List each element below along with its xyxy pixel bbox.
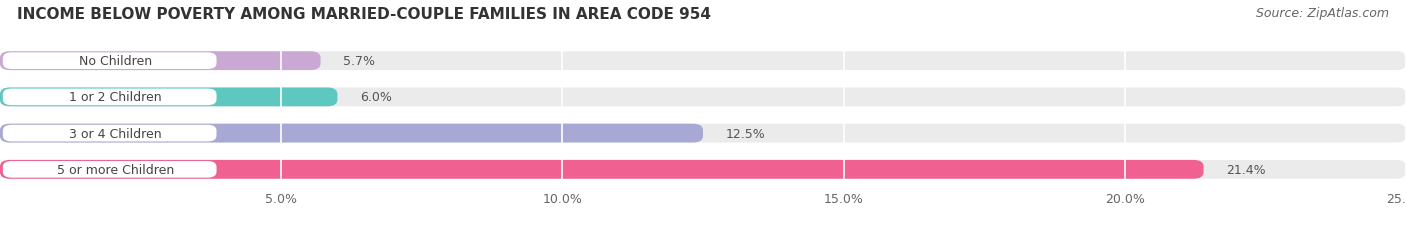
FancyBboxPatch shape bbox=[0, 88, 1406, 107]
FancyBboxPatch shape bbox=[3, 125, 217, 142]
Text: Source: ZipAtlas.com: Source: ZipAtlas.com bbox=[1256, 7, 1389, 20]
FancyBboxPatch shape bbox=[3, 161, 217, 178]
FancyBboxPatch shape bbox=[0, 88, 337, 107]
Text: 1 or 2 Children: 1 or 2 Children bbox=[69, 91, 162, 104]
FancyBboxPatch shape bbox=[0, 160, 1406, 179]
FancyBboxPatch shape bbox=[0, 52, 321, 71]
FancyBboxPatch shape bbox=[0, 52, 1406, 71]
FancyBboxPatch shape bbox=[0, 160, 1204, 179]
Text: 21.4%: 21.4% bbox=[1226, 163, 1265, 176]
FancyBboxPatch shape bbox=[0, 124, 703, 143]
Text: 6.0%: 6.0% bbox=[360, 91, 392, 104]
Text: INCOME BELOW POVERTY AMONG MARRIED-COUPLE FAMILIES IN AREA CODE 954: INCOME BELOW POVERTY AMONG MARRIED-COUPL… bbox=[17, 7, 711, 22]
Text: No Children: No Children bbox=[79, 55, 152, 68]
FancyBboxPatch shape bbox=[3, 53, 217, 70]
Text: 3 or 4 Children: 3 or 4 Children bbox=[69, 127, 162, 140]
Text: 12.5%: 12.5% bbox=[725, 127, 765, 140]
Text: 5 or more Children: 5 or more Children bbox=[56, 163, 174, 176]
Text: 5.7%: 5.7% bbox=[343, 55, 375, 68]
FancyBboxPatch shape bbox=[0, 124, 1406, 143]
FancyBboxPatch shape bbox=[3, 89, 217, 106]
